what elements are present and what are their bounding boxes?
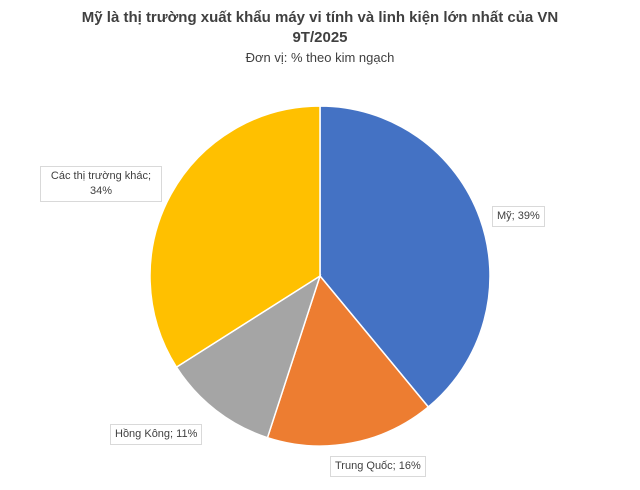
pie-slice (319, 105, 491, 409)
pie-slice (266, 274, 430, 447)
data-label: Trung Quốc; 16% (330, 456, 426, 477)
chart-subtitle: Đơn vị: % theo kim ngạch (245, 50, 395, 65)
data-label: Các thị trường khác; 34% (40, 166, 162, 202)
chart-title: Mỹ là thị trường xuất khẩu máy vi tính v… (81, 9, 559, 46)
pie-slice (175, 274, 322, 439)
pie-slice (149, 105, 321, 369)
data-label: Hồng Kông; 11% (110, 424, 203, 445)
data-label: Mỹ; 39% (492, 206, 545, 227)
